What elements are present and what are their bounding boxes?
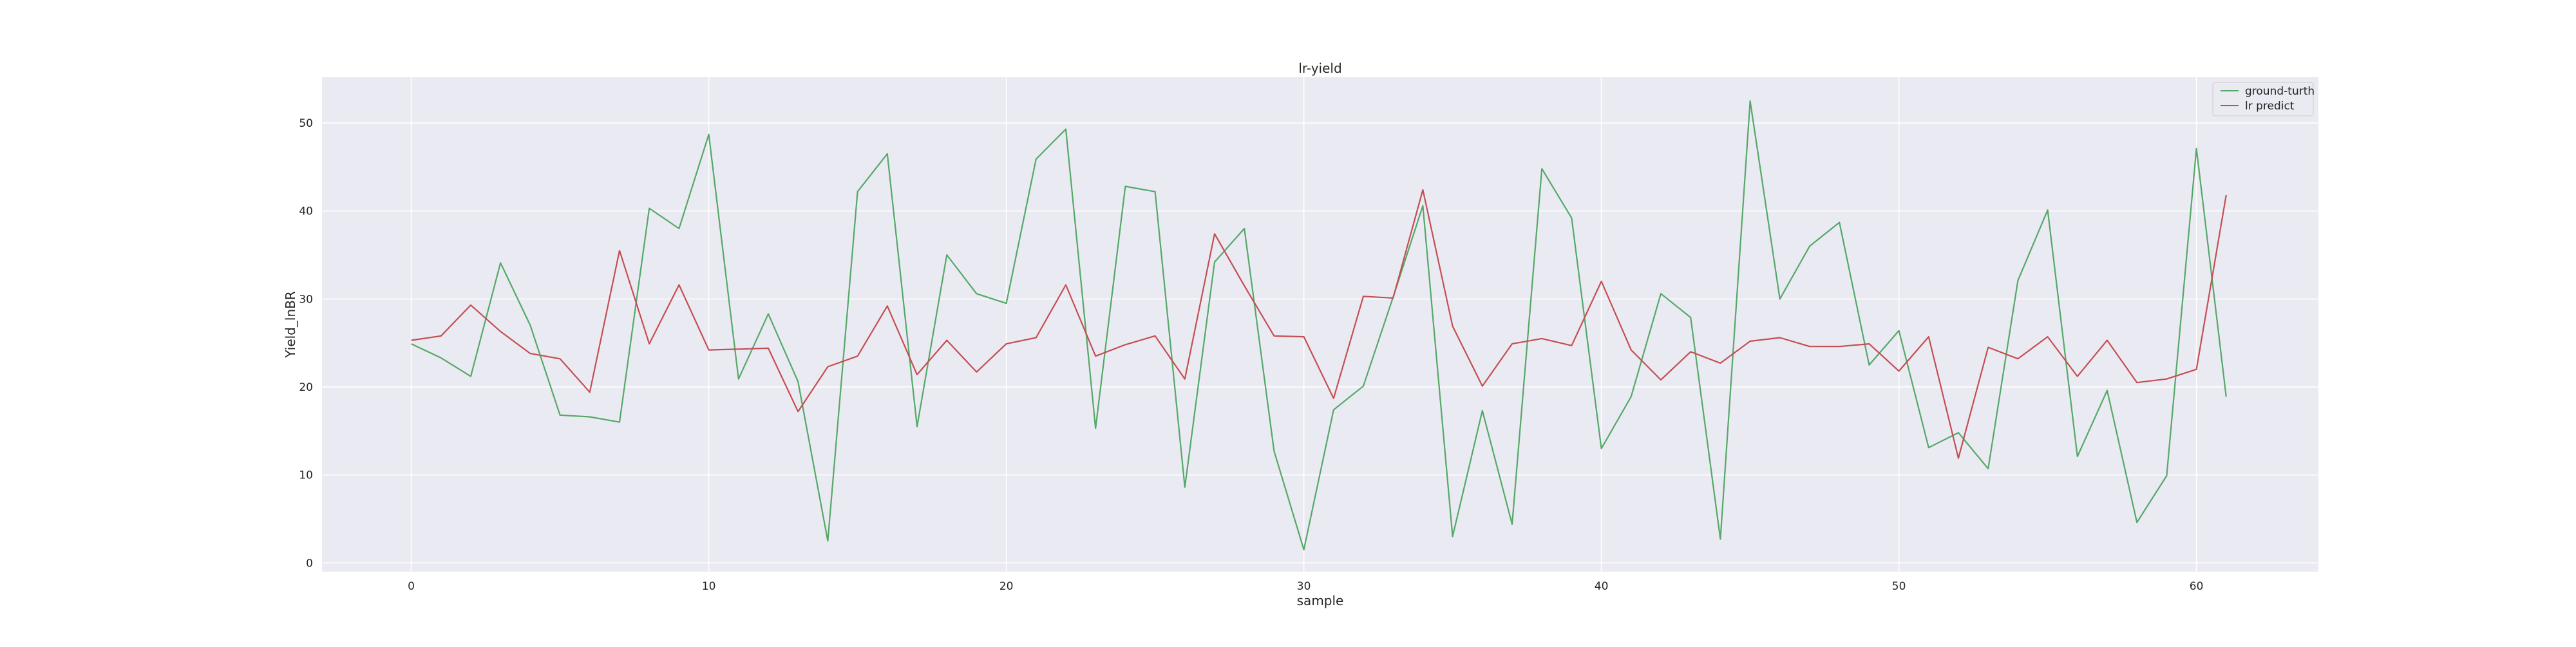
x-tick-label: 50 [1892,580,1906,593]
y-axis-label: Yield_lnBR [283,291,298,359]
tick-labels: 0 10 20 30 40 50 60 0 10 20 30 40 50 [299,117,2203,593]
y-tick-label: 0 [306,557,313,570]
plot-background [322,77,2318,572]
legend-label-ground-turth: ground-turth [2245,85,2315,98]
series-line-ground-turth [411,100,2227,550]
x-tick-label: 0 [408,580,415,593]
legend-label-lr-predict: lr predict [2245,100,2295,113]
legend: ground-turth lr predict [2212,82,2315,117]
x-axis-label: sample [1297,593,1344,608]
series-lines [411,100,2227,550]
x-tick-label: 60 [2190,580,2204,593]
y-tick-label: 30 [299,293,313,306]
series-line-lr-predict [411,189,2227,459]
x-tick-label: 30 [1297,580,1311,593]
y-tick-label: 20 [299,381,313,394]
x-tick-label: 40 [1595,580,1609,593]
y-tick-label: 40 [299,205,313,218]
x-tick-label: 20 [999,580,1014,593]
y-tick-label: 10 [299,469,313,482]
y-tick-label: 50 [299,117,313,130]
chart-title: lr-yield [1298,61,1341,76]
x-tick-label: 10 [702,580,716,593]
